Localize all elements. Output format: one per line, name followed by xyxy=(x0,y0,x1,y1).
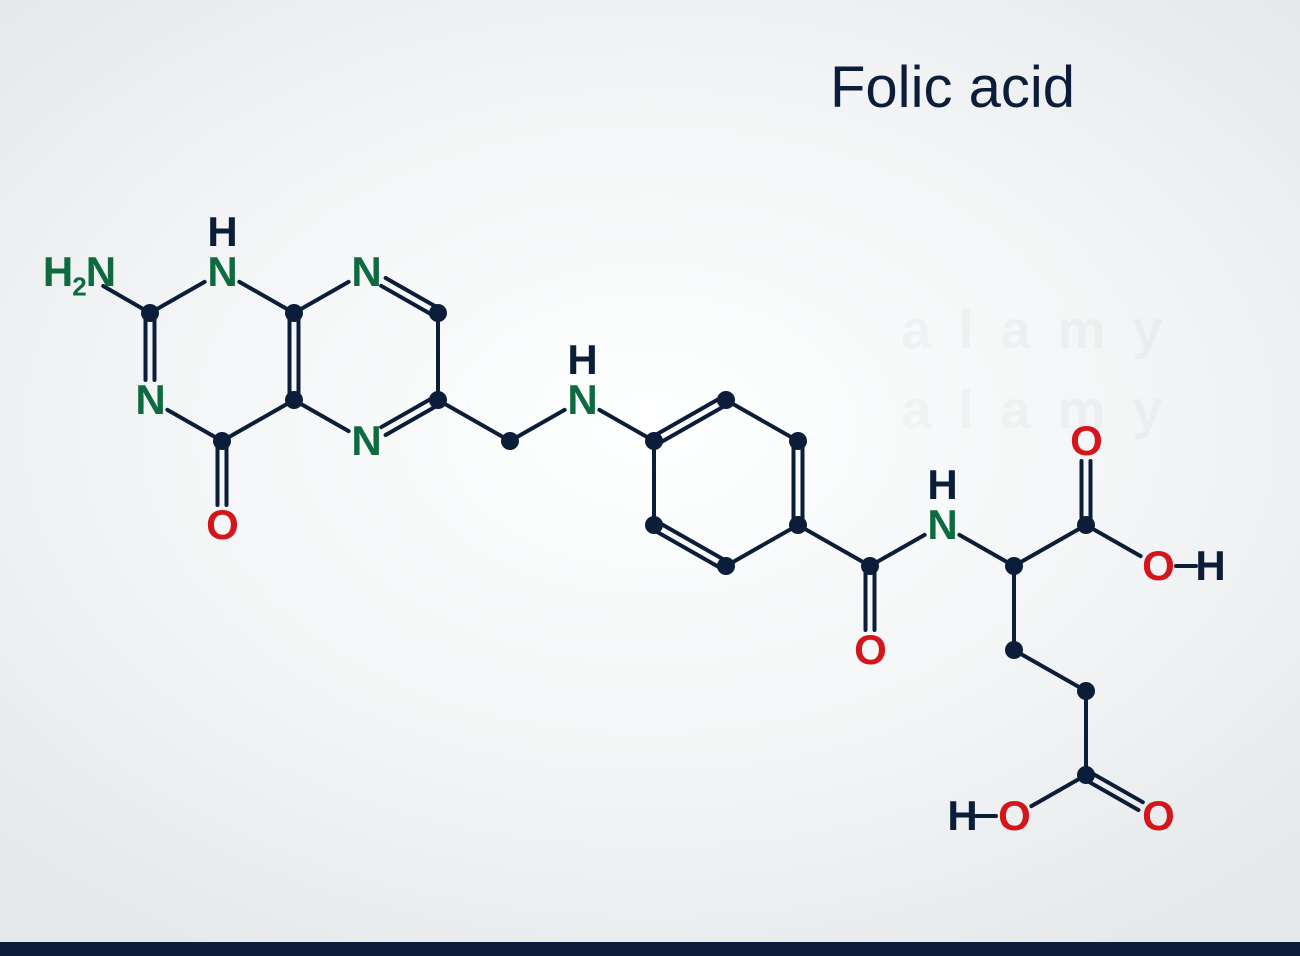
atom-label-Ocx2: O xyxy=(1142,542,1174,590)
molecule-structure xyxy=(0,0,1300,956)
atom-label-Ocx1: O xyxy=(1070,417,1102,465)
atom-label-N10-H: H xyxy=(567,336,596,384)
bottom-bar xyxy=(0,942,1300,956)
atom-label-N5: N xyxy=(351,248,380,296)
atom-label-Od1: O xyxy=(1142,792,1174,840)
atom-label-Hcx: H xyxy=(1195,542,1224,590)
atom-label-O4: O xyxy=(206,501,238,549)
diagram-canvas: a l a m y a l a m y Folic acid H2NNNHONN… xyxy=(0,0,1300,956)
atom-label-N1: N xyxy=(135,376,164,424)
atom-label-Oc: O xyxy=(854,626,886,674)
atom-label-NH2: H2N xyxy=(43,248,115,296)
atom-label-Nam-H: H xyxy=(927,461,956,509)
atom-label-N8: N xyxy=(351,417,380,465)
atom-label-Od2: O xyxy=(998,792,1030,840)
atom-label-N3-H: H xyxy=(207,208,236,256)
atom-label-Hd: H xyxy=(947,792,976,840)
